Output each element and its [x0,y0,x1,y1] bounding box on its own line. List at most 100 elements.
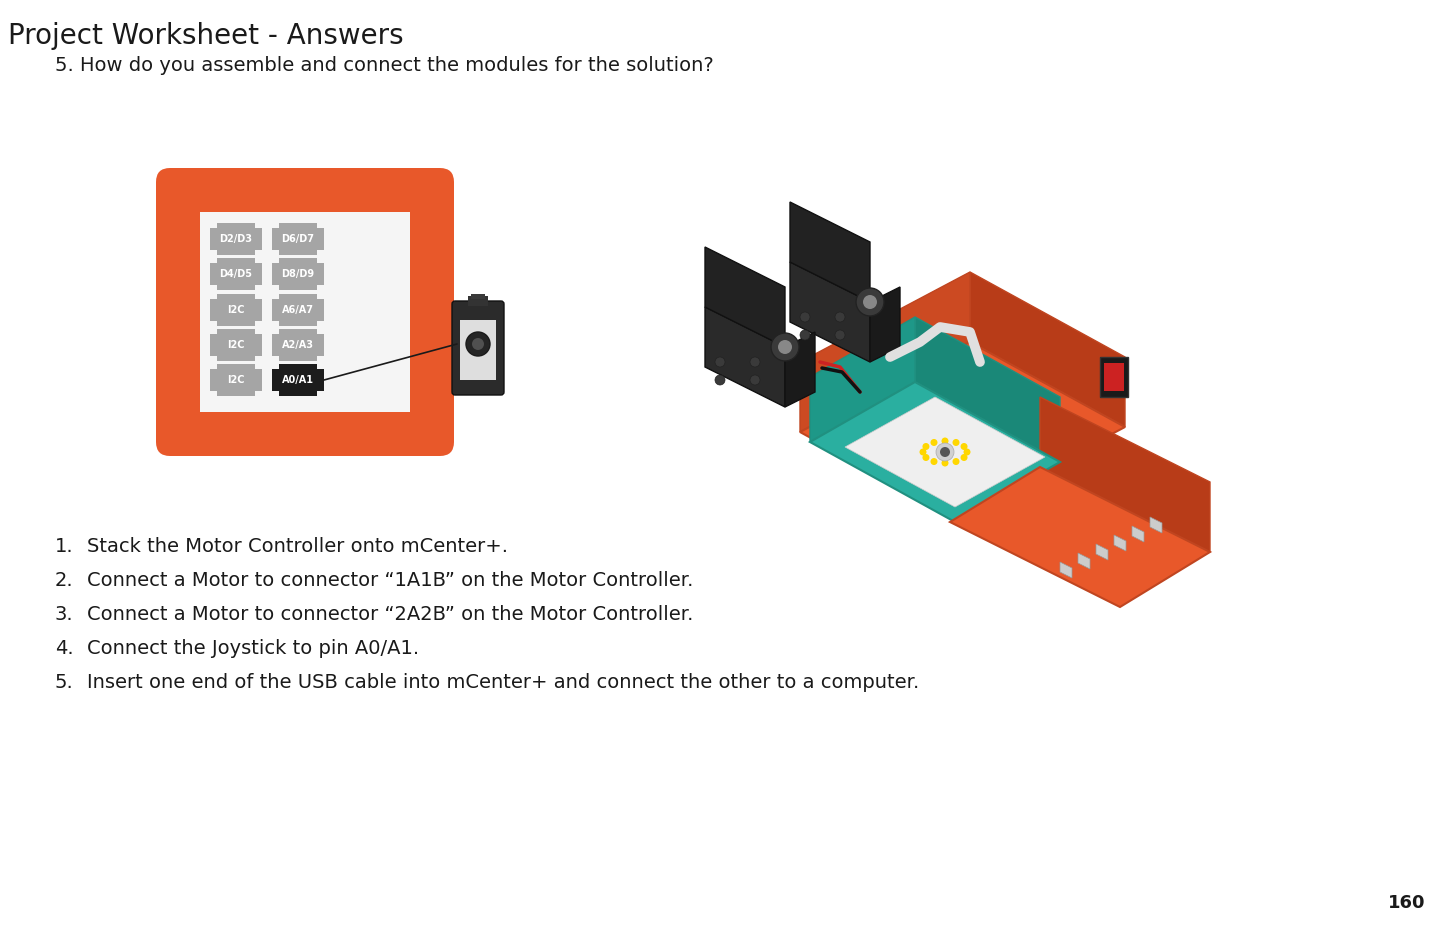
Text: Project Worksheet - Answers: Project Worksheet - Answers [9,22,403,50]
Text: A6/A7: A6/A7 [282,305,314,315]
Text: D2/D3: D2/D3 [220,234,252,244]
Bar [255,285,262,291]
Circle shape [715,375,725,385]
Circle shape [835,312,845,322]
Circle shape [800,330,810,340]
Bar [460,320,496,380]
Text: 5.: 5. [55,673,73,692]
Bar [255,223,262,228]
Circle shape [920,448,927,456]
Bar [255,321,262,325]
Bar [210,294,217,298]
Text: Stack the Motor Controller onto mCenter+.: Stack the Motor Controller onto mCenter+… [86,537,508,556]
Bar [272,285,279,291]
Text: I2C: I2C [227,305,245,315]
Bar [210,364,262,396]
Polygon shape [800,272,970,432]
Text: D6/D7: D6/D7 [282,234,315,244]
Bar [317,364,324,369]
Text: 2.: 2. [55,571,73,590]
Polygon shape [1132,526,1144,542]
Circle shape [953,458,960,465]
Bar [210,321,217,325]
Text: 5. How do you assemble and connect the modules for the solution?: 5. How do you assemble and connect the m… [55,56,714,75]
Circle shape [961,443,967,450]
Bar [317,250,324,255]
Circle shape [466,332,491,356]
Bar [317,329,324,334]
Bar [272,391,279,396]
Bar [317,285,324,291]
Circle shape [922,454,930,461]
Text: Connect a Motor to connector “1A1B” on the Motor Controller.: Connect a Motor to connector “1A1B” on t… [86,571,694,590]
Bar [210,391,217,396]
Text: D4/D5: D4/D5 [220,269,252,280]
Circle shape [935,443,954,461]
Bar [471,294,485,299]
Circle shape [835,330,845,340]
Bar [210,258,217,264]
Bar [272,258,324,291]
Bar [255,364,262,369]
Bar [210,285,217,291]
Circle shape [941,459,948,467]
Text: 160: 160 [1387,894,1425,912]
Bar [272,329,279,334]
Circle shape [472,338,484,350]
Circle shape [931,458,937,465]
Circle shape [964,448,970,456]
Circle shape [750,375,760,385]
Bar [1104,363,1124,391]
Bar [317,294,324,298]
Text: 4.: 4. [55,639,73,658]
Bar [272,223,324,255]
Circle shape [953,439,960,446]
Text: I2C: I2C [227,340,245,350]
Bar [210,223,217,228]
Circle shape [863,295,876,309]
Bar [255,250,262,255]
Bar [468,296,488,306]
Polygon shape [1078,553,1089,569]
Polygon shape [786,332,814,407]
Circle shape [941,437,948,445]
Circle shape [940,447,950,457]
Bar [200,212,410,412]
Circle shape [778,340,791,354]
Polygon shape [705,247,786,347]
Bar [272,250,279,255]
Circle shape [800,312,810,322]
Bar [272,223,279,228]
Polygon shape [1114,535,1125,551]
Text: I2C: I2C [227,375,245,385]
Bar [272,321,279,325]
Bar [272,294,279,298]
Bar [317,258,324,264]
Circle shape [931,439,937,446]
Bar [272,329,324,361]
Circle shape [961,454,967,461]
Bar [255,294,262,298]
Polygon shape [1150,517,1163,533]
Polygon shape [1061,562,1072,578]
Bar [210,329,217,334]
Bar [210,329,262,361]
Text: A0/A1: A0/A1 [282,375,314,385]
Circle shape [715,357,725,367]
Bar [317,391,324,396]
Text: A2/A3: A2/A3 [282,340,314,350]
Circle shape [922,443,930,450]
Polygon shape [800,342,1125,517]
Polygon shape [871,287,899,362]
Text: 1.: 1. [55,537,73,556]
Polygon shape [915,317,1061,462]
Bar [210,364,217,369]
FancyBboxPatch shape [155,168,453,456]
Bar [210,356,217,361]
Circle shape [750,357,760,367]
Bar [317,321,324,325]
Bar [210,258,262,291]
Text: Connect the Joystick to pin A0/A1.: Connect the Joystick to pin A0/A1. [86,639,419,658]
Bar [317,223,324,228]
Bar [210,294,262,325]
